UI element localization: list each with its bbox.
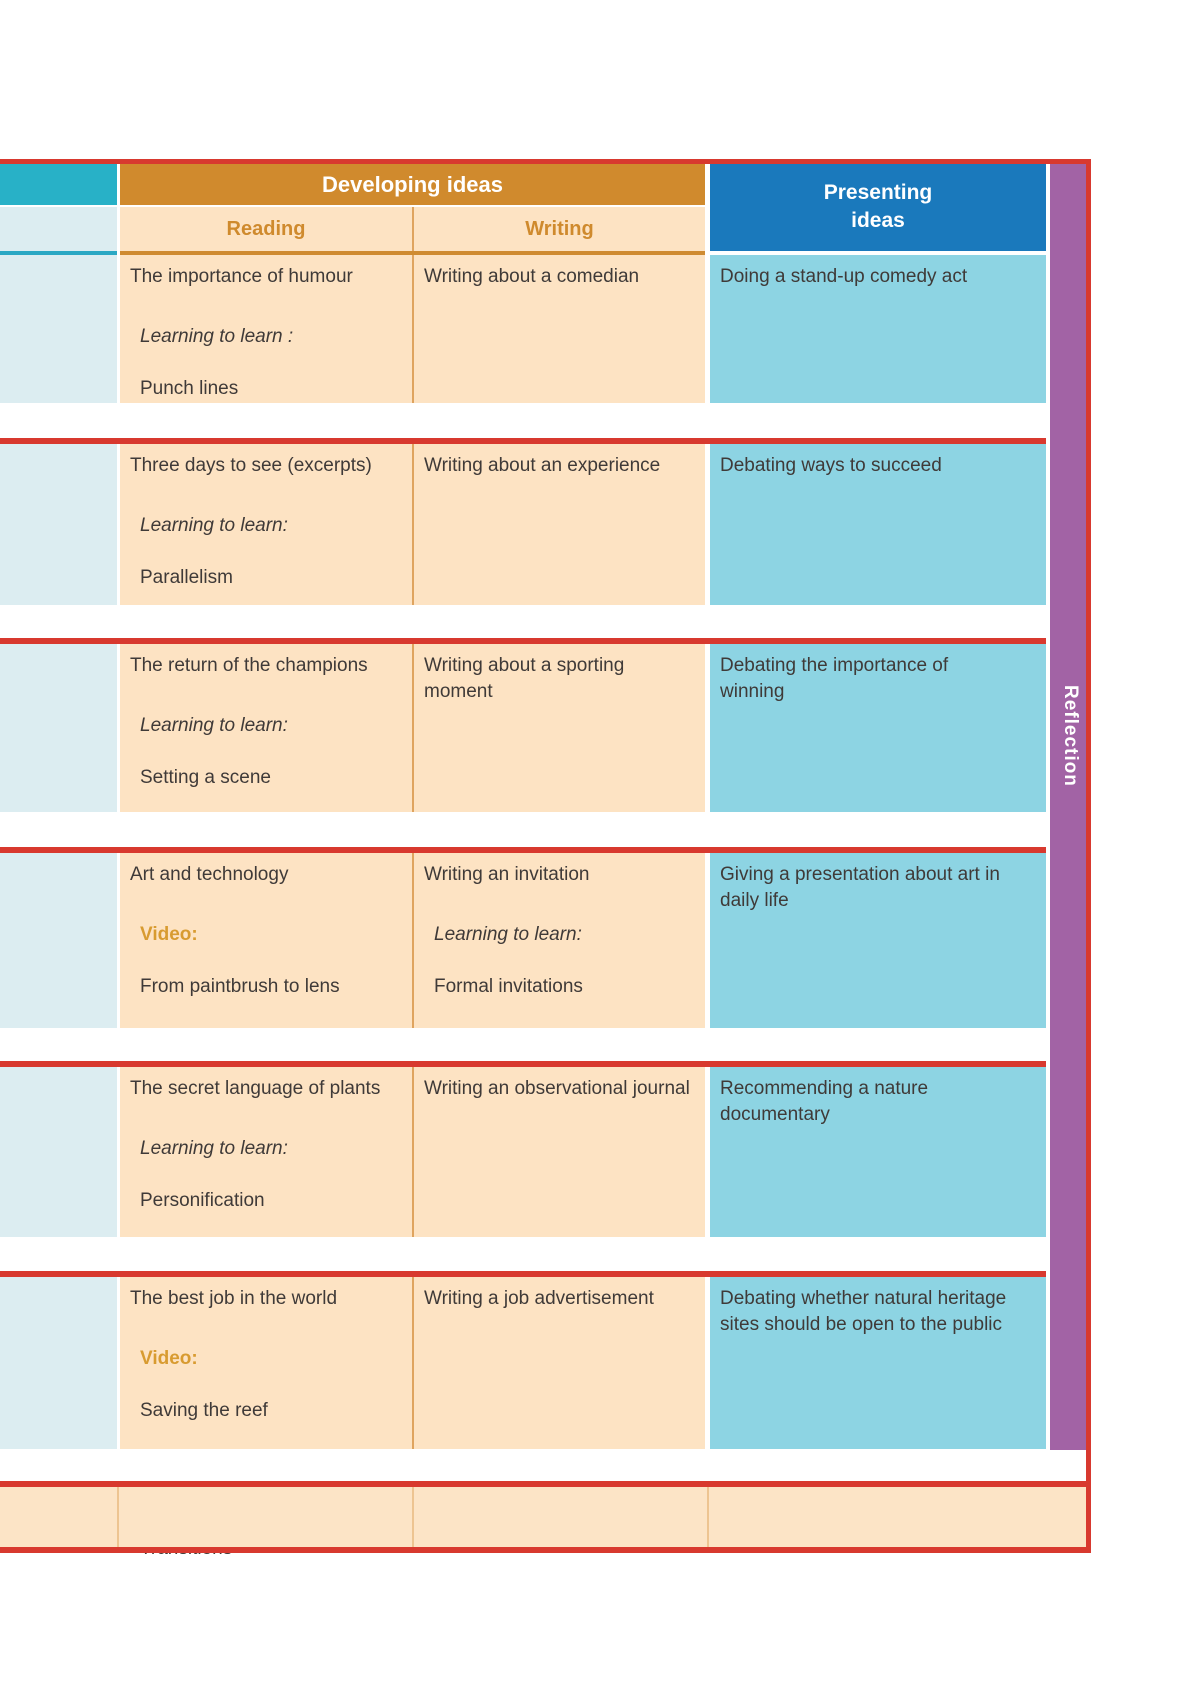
learning-to-learn-label: Learning to learn: [434, 924, 582, 945]
unit-subheader-cell [0, 207, 117, 251]
presenting-cell: Debating the importance of winning [710, 644, 1046, 812]
presenting-title: Doing a stand-up comedy act [720, 266, 968, 287]
bottom-band [0, 1487, 1086, 1547]
writing-cell: Writing an invitation Learning to learn:… [414, 853, 705, 1028]
reading-writing-divider [412, 1277, 414, 1449]
reading-writing-divider [412, 853, 414, 1028]
bottom-band-divider [412, 1487, 414, 1547]
reading-title: The secret language of plants [130, 1078, 381, 1099]
unit-cell [0, 853, 117, 1028]
reading-writing-divider [412, 1067, 414, 1237]
learning-to-learn-label: Learning to learn: [140, 515, 288, 536]
reading-cell: The importance of humour Learning to lea… [120, 255, 412, 403]
learning-to-learn-value: Parallelism [140, 567, 233, 588]
table-right-border [1086, 159, 1091, 1553]
presenting-title: Debating whether natural heritage sites … [720, 1288, 1007, 1335]
reading-cell: The best job in the world Video: Saving … [120, 1277, 412, 1559]
writing-title: Writing about a sporting moment [424, 655, 625, 702]
writing-cell: Writing an observational journal [414, 1067, 705, 1237]
presenting-cell: Debating whether natural heritage sites … [710, 1277, 1046, 1449]
reading-title: The best job in the world [130, 1288, 338, 1309]
reading-title: The importance of humour [130, 266, 353, 287]
learning-to-learn-label: Learning to learn: [140, 1138, 288, 1159]
learning-to-learn-value: Punch lines [140, 378, 239, 399]
section-separator-line [0, 847, 1046, 853]
video-value: From paintbrush to lens [140, 976, 340, 997]
writing-title: Writing a job advertisement [424, 1288, 654, 1309]
writing-cell: Writing about a sporting moment [414, 644, 705, 812]
reflection-bar: Reflection [1050, 164, 1086, 1450]
presenting-title: Giving a presentation about art in daily… [720, 864, 1000, 911]
writing-cell: Writing about an experience [414, 444, 705, 605]
reading-cell: The return of the champions Learning to … [120, 644, 412, 812]
section-separator-line [0, 1481, 1091, 1487]
bottom-band-divider [117, 1487, 119, 1547]
reading-title: The return of the champions [130, 655, 368, 676]
writing-title: Writing about an experience [424, 455, 661, 476]
reading-writing-divider [412, 255, 414, 403]
reading-title: Three days to see (excerpts) [130, 455, 372, 476]
writing-title: Writing an observational journal [424, 1078, 690, 1099]
presenting-cell: Giving a presentation about art in daily… [710, 853, 1046, 1028]
reading-writing-divider [412, 644, 414, 812]
reading-cell: The secret language of plants Learning t… [120, 1067, 412, 1237]
reading-writing-divider [412, 444, 414, 605]
presenting-title: Recommending a nature documentary [720, 1078, 929, 1125]
section-separator-line [0, 638, 1046, 644]
presenting-cell: Recommending a nature documentary [710, 1067, 1046, 1237]
learning-to-learn-value: Setting a scene [140, 767, 271, 788]
video-value: Saving the reef [140, 1400, 268, 1421]
section-separator-line [0, 1061, 1046, 1067]
bottom-band-divider [707, 1487, 709, 1547]
section-separator-line [0, 1271, 1046, 1277]
unit-cell [0, 1067, 117, 1237]
video-label: Video: [140, 1348, 198, 1369]
reading-cell: Three days to see (excerpts) Learning to… [120, 444, 412, 605]
presenting-title: Debating the importance of winning [720, 655, 949, 702]
learning-to-learn-value: Personification [140, 1190, 265, 1211]
unit-subheader-underline [0, 251, 117, 255]
writing-cell: Writing about a comedian [414, 255, 705, 403]
video-label: Video: [140, 924, 198, 945]
presenting-cell: Doing a stand-up comedy act [710, 255, 1046, 403]
unit-cell [0, 444, 117, 605]
presenting-title: Debating ways to succeed [720, 455, 942, 476]
developing-ideas-header: Developing ideas [120, 164, 705, 205]
developing-subheader-underline [120, 251, 705, 255]
writing-title: Writing an invitation [424, 864, 590, 885]
writing-title: Writing about a comedian [424, 266, 640, 287]
table-bottom-border [0, 1547, 1091, 1553]
reading-writing-divider [412, 207, 414, 255]
reflection-label: Reflection [1060, 685, 1081, 787]
learning-to-learn-label: Learning to learn: [140, 715, 288, 736]
presenting-cell: Debating ways to succeed [710, 444, 1046, 605]
presenting-ideas-header: Presenting ideas [710, 164, 1046, 251]
learning-to-learn-label: Learning to learn : [140, 326, 294, 347]
unit-column-header-block [0, 164, 117, 205]
unit-cell [0, 644, 117, 812]
unit-cell [0, 1277, 117, 1449]
reading-subheader: Reading [120, 207, 412, 251]
section-separator-line [0, 438, 1046, 444]
reading-title: Art and technology [130, 864, 289, 885]
writing-cell: Writing a job advertisement [414, 1277, 705, 1449]
unit-cell [0, 255, 117, 403]
table-top-border [0, 159, 1091, 164]
learning-to-learn-value: Formal invitations [434, 976, 583, 997]
writing-subheader: Writing [414, 207, 705, 251]
reading-cell: Art and technology Video: From paintbrus… [120, 853, 412, 1028]
